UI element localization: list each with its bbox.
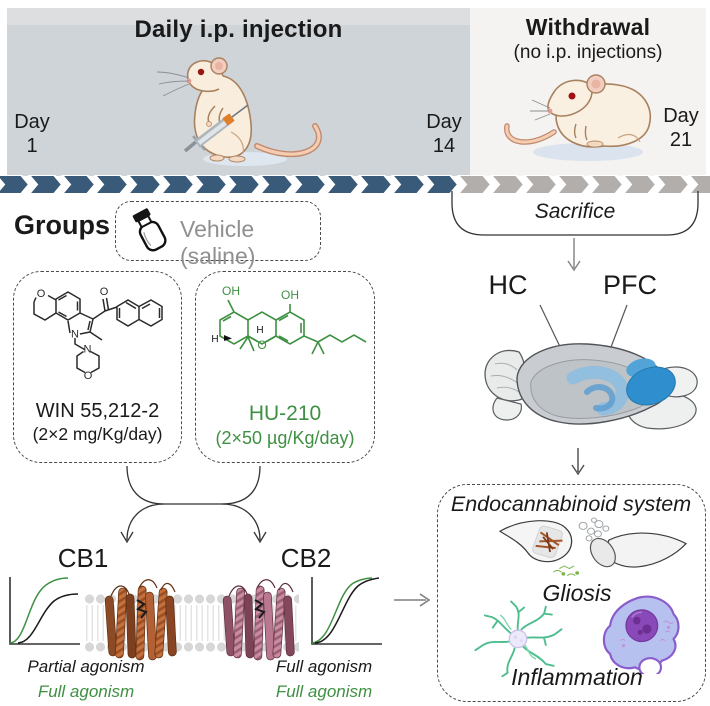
day-1-label: Day 1: [14, 111, 50, 157]
cb1-receptor-structure: [104, 579, 177, 661]
vehicle-label: Vehicle (saline): [180, 216, 256, 269]
svg-text:O: O: [37, 288, 46, 300]
down-arrow-brain: [571, 448, 585, 476]
inflammation-label: Inflammation: [511, 664, 643, 690]
groups-to-receptors-connector: [120, 465, 267, 544]
cb2-dose-response-graph: [311, 577, 382, 645]
cb2-receptor-structure: [222, 579, 295, 661]
cb1-dose-response-graph: [9, 577, 80, 645]
gliosis-label: Gliosis: [542, 580, 612, 606]
macrophage-icon: [602, 595, 680, 674]
hc-label: HC: [488, 270, 528, 300]
hu-name: HU-210: [248, 402, 322, 425]
win-structure: O O N N O: [33, 286, 163, 382]
svg-text:H: H: [211, 334, 218, 345]
injected-rat-icon: [156, 57, 322, 166]
svg-text:H: H: [256, 325, 263, 336]
daily-injection-panel: Daily i.p. injection Day 1 Day 14: [7, 8, 470, 176]
syringe-icon: [183, 104, 249, 153]
hu-group-box: OH OH O H H HU-210 (2×50 µg/Kg/day): [195, 271, 375, 463]
withdrawal-title: Withdrawal: [525, 14, 651, 40]
cb2-label: CB2: [280, 543, 332, 573]
svg-text:N: N: [84, 344, 92, 356]
endocannabinoid-title: Endocannabinoid system: [450, 492, 692, 516]
daily-injection-title: Daily i.p. injection: [134, 16, 343, 43]
win-name: WIN 55,212-2: [35, 400, 160, 422]
outcomes-box: [437, 484, 706, 702]
sacrifice-label: Sacrifice: [534, 200, 616, 223]
svg-text:O: O: [257, 338, 266, 352]
svg-text:O: O: [100, 286, 109, 298]
brain-illustration: [484, 343, 698, 430]
vehicle-group-box: Vehicle (saline): [115, 201, 321, 269]
day-14-label: Day 14: [426, 111, 462, 157]
hu-dose: (2×50 µg/Kg/day): [215, 428, 355, 448]
hu-structure: OH OH O H H: [211, 284, 367, 355]
synapse-icon: [498, 517, 688, 577]
withdrawal-rat-icon: [504, 74, 651, 161]
svg-text:N: N: [71, 329, 79, 341]
pfc-label: PFC: [603, 270, 657, 300]
svg-text:OH: OH: [281, 288, 299, 302]
timeline-chevrons: [0, 175, 710, 194]
vial-icon: [132, 208, 167, 252]
withdrawal-panel: Withdrawal (no i.p. injections) Day 21: [470, 8, 706, 176]
win-group-box: O O N N O WIN 55,212-2 (2×2 mg/Kg/day): [13, 271, 182, 463]
svg-text:OH: OH: [222, 284, 240, 298]
microglia-icon: [474, 600, 563, 678]
withdrawal-subtitle: (no i.p. injections): [513, 42, 663, 63]
down-arrow-sacrifice: [567, 238, 581, 272]
svg-text:O: O: [84, 370, 93, 382]
sacrifice-bracket: [451, 191, 699, 236]
right-arrow-icon: [394, 593, 431, 607]
cb1-agonism-text: Partial agonism Full agonism: [27, 657, 145, 701]
cb1-label: CB1: [57, 543, 109, 573]
cb2-agonism-text: Full agonism Full agonism: [275, 657, 373, 701]
day-21-label: Day 21: [663, 105, 699, 151]
groups-heading: Groups: [14, 210, 111, 240]
win-dose: (2×2 mg/Kg/day): [32, 424, 163, 444]
